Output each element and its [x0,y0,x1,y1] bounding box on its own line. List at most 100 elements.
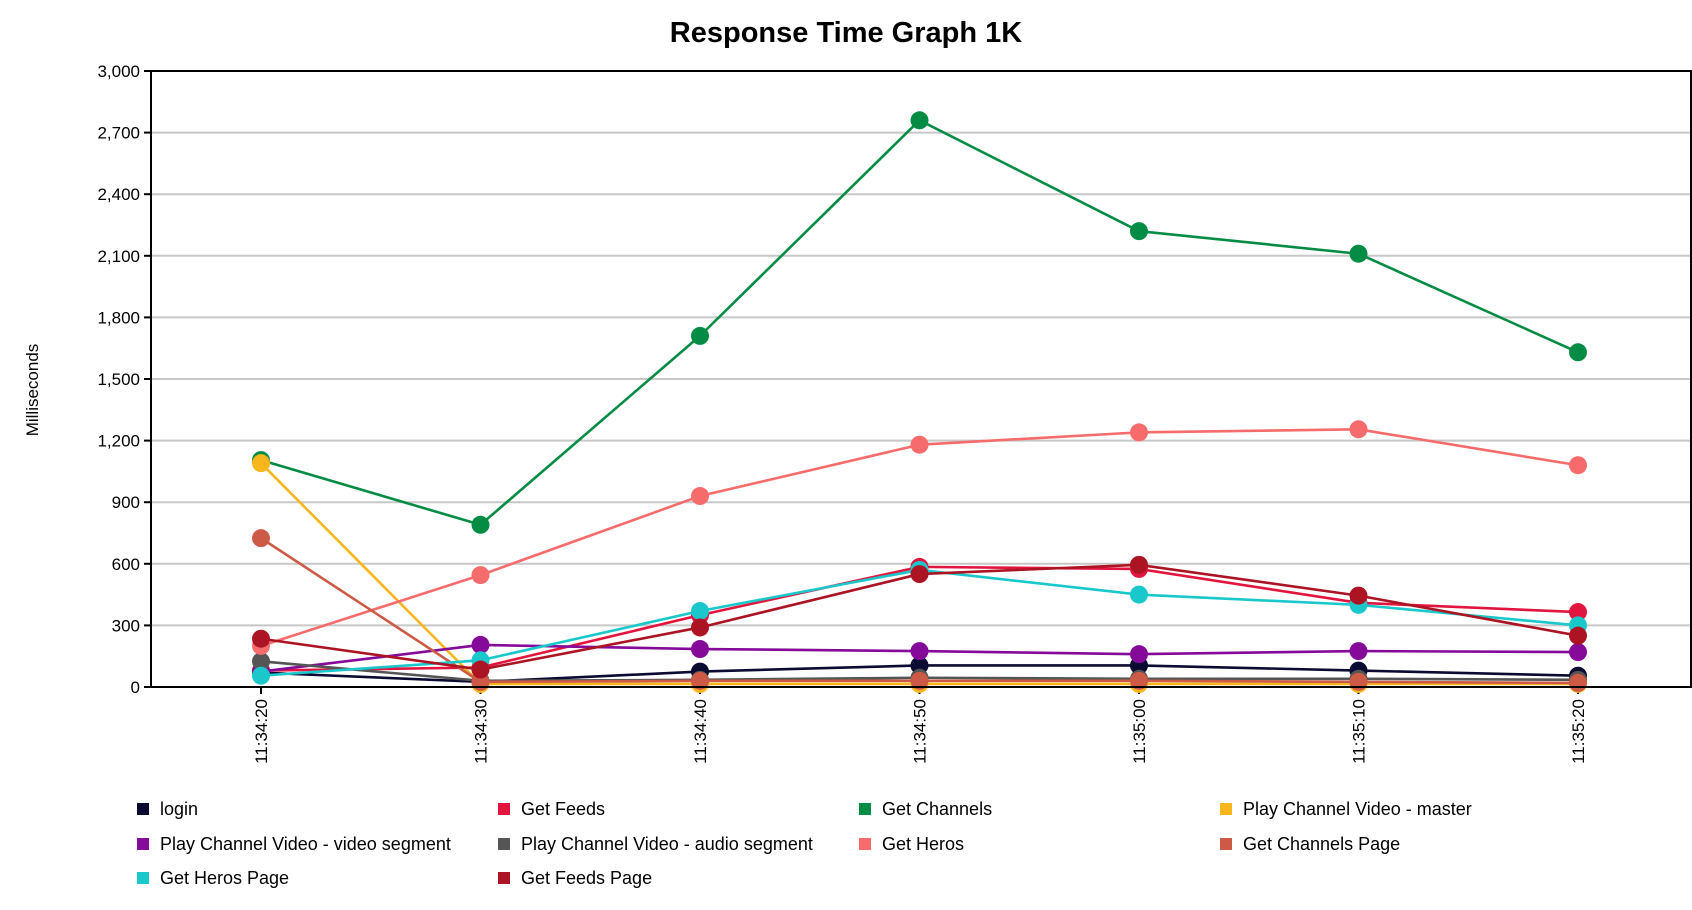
data-point [1349,420,1368,439]
data-point [910,642,929,661]
data-point [691,618,709,637]
legend-swatch [498,838,510,850]
data-point [691,487,709,506]
series-group [252,111,1587,534]
legend-swatch [1220,838,1232,850]
y-tick-label: 2,700 [97,124,140,143]
legend-swatch [498,872,510,884]
data-point [252,629,270,648]
legend-label: Get Feeds Page [521,868,652,888]
data-point [910,111,929,130]
data-point [1569,673,1587,692]
chart-title: Response Time Graph 1K [670,17,1022,49]
data-point [1130,222,1148,241]
y-tick-label: 900 [112,493,140,512]
data-point [1130,555,1148,574]
gridlines [151,131,1691,627]
legend-label: Get Feeds [521,799,605,819]
legend-item: Play Channel Video - video segment [137,834,451,854]
y-tick-label: 3,000 [97,62,140,81]
y-tick-label: 600 [112,555,140,574]
x-tick-label: 11:34:50 [911,699,930,764]
y-axis-ticks: 0 300 600 900 1,200 1,500 1,800 2,100 2,400 2,700… [97,62,151,697]
x-tick-label: 11:34:40 [691,699,710,764]
data-point [691,326,709,345]
data-point [691,602,709,621]
legend-swatch [1220,803,1232,815]
x-tick-label: 11:34:20 [252,699,271,764]
data-point [1130,585,1148,604]
data-point [1569,456,1587,475]
data-point [1130,645,1148,664]
data-point [1569,626,1587,645]
legend-swatch [498,803,510,815]
legend: login Get Feeds Get Channels Play Channel V… [137,799,1472,888]
y-tick-label: 1,200 [97,432,140,451]
data-point [252,454,270,473]
legend-swatch [137,872,149,884]
y-tick-label: 300 [112,616,140,635]
legend-label: Get Channels [882,799,992,819]
legend-label: Get Heros [882,834,964,854]
y-tick-label: 1,800 [97,308,140,327]
plot-frame [150,70,1692,688]
legend-swatch [137,838,149,850]
data-point [252,529,270,548]
y-tick-label: 0 [131,678,140,697]
data-point [910,435,929,454]
series-line [260,118,1579,527]
y-tick-label: 2,100 [97,247,140,266]
y-tick-label: 2,400 [97,185,140,204]
legend-item: Get Feeds [498,799,605,819]
y-axis-label: Milliseconds [23,344,42,437]
data-point [471,515,490,534]
legend-item: Get Feeds Page [498,868,652,888]
data-point [471,660,490,679]
x-tick-label: 11:34:30 [472,699,491,764]
legend-item: Play Channel Video - audio segment [498,834,813,854]
x-tick-label: 11:35:10 [1350,699,1369,764]
data-point [1569,643,1587,662]
legend-label: login [160,799,198,819]
legend-label: Get Heros Page [160,868,289,888]
legend-swatch [137,803,149,815]
legend-item: login [137,799,198,819]
series-line [260,428,1579,648]
legend-item: Get Heros [859,834,964,854]
data-point [1569,603,1587,622]
data-point [471,566,490,585]
legend-item: Get Channels Page [1220,834,1400,854]
legend-label: Play Channel Video - master [1243,799,1472,819]
data-point [1349,642,1368,661]
data-point [691,671,709,690]
data-point [471,635,490,654]
series-group [252,420,1587,655]
legend-swatch [859,803,871,815]
legend-label: Play Channel Video - audio segment [521,834,813,854]
data-point [1349,672,1368,691]
legend-label: Play Channel Video - video segment [160,834,451,854]
legend-swatch [859,838,871,850]
y-tick-label: 1,500 [97,370,140,389]
data-point [1130,423,1148,442]
data-point [691,640,709,659]
data-point [252,652,270,671]
data-point [910,671,929,690]
legend-label: Get Channels Page [1243,834,1400,854]
series-lines [252,111,1587,693]
data-point [1349,586,1368,605]
data-point [910,656,929,675]
data-point [252,666,270,685]
series-group [252,555,1587,679]
legend-item: Get Heros Page [137,868,289,888]
x-tick-label: 11:35:00 [1130,699,1149,764]
plot-border [150,70,1692,688]
x-axis-ticks: 11:34:20 11:34:30 11:34:40 11:34:50 11:35:00… [252,687,1588,764]
legend-item: Play Channel Video - master [1220,799,1472,819]
data-point [1349,244,1368,263]
legend-item: Get Channels [859,799,992,819]
x-tick-label: 11:35:20 [1569,699,1588,764]
data-point [1569,343,1587,362]
